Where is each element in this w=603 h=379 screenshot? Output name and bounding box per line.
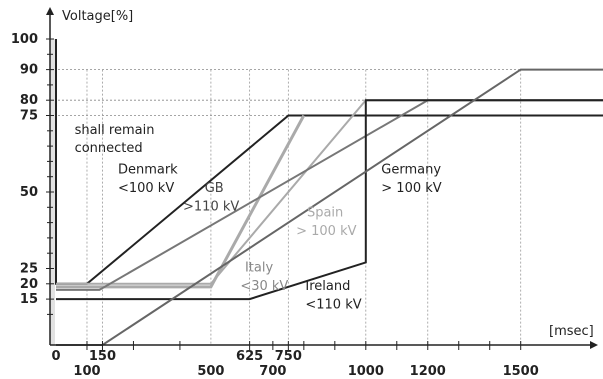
series-annotation: >110 kV	[183, 199, 239, 214]
series-annotation: Spain	[307, 205, 343, 220]
series-annotation: Denmark	[118, 163, 178, 178]
x-tick-label: 750	[275, 349, 302, 364]
series-annotation: Italy	[245, 261, 274, 276]
series-annotation: GB	[205, 181, 224, 196]
x-tick-label: 1500	[503, 364, 539, 379]
y-axis-title: Voltage[%]	[62, 9, 133, 24]
series-layer	[55, 39, 603, 346]
series-line	[56, 114, 306, 289]
x-tick-label: 700	[259, 364, 286, 379]
x-axis-arrow	[590, 341, 598, 349]
y-tick-label: 25	[20, 262, 38, 277]
series-annotation: shall remain	[75, 123, 155, 138]
series-line	[56, 99, 603, 301]
reference-lines	[50, 69, 521, 116]
series-annotation: Germany	[381, 163, 441, 178]
y-tick-label: 75	[20, 109, 38, 124]
series-annotation: <100 kV	[118, 181, 174, 196]
y-tick-label: 50	[20, 185, 38, 200]
x-tick-label: 500	[197, 364, 224, 379]
y-tick-label: 90	[20, 63, 38, 78]
annotations: shall remain connected Denmark <100 kV GB >11…	[75, 123, 442, 312]
series-annotation: connected	[75, 141, 143, 156]
y-tick-label: 80	[20, 93, 38, 108]
series-annotation: <110 kV	[305, 297, 361, 312]
series-annotation: > 100 kV	[296, 224, 356, 239]
series-annotation: > 100 kV	[381, 181, 441, 196]
y-tick-label: 100	[11, 32, 38, 47]
series-annotation: <30 kV	[240, 279, 288, 294]
x-tick-label: 625	[236, 349, 263, 364]
x-tick-label: 1000	[348, 364, 384, 379]
series-annotation: Ireland	[305, 279, 350, 294]
y-tick-label: 20	[20, 277, 38, 292]
y-tick-label: 15	[20, 292, 38, 307]
x-tick-label: 1200	[410, 364, 446, 379]
x-tick-label: 0	[51, 349, 60, 364]
y-axis-arrow	[46, 7, 54, 15]
x-tick-label: 100	[73, 364, 100, 379]
x-tick-label: 150	[89, 349, 116, 364]
x-axis-title: [msec]	[549, 324, 594, 339]
